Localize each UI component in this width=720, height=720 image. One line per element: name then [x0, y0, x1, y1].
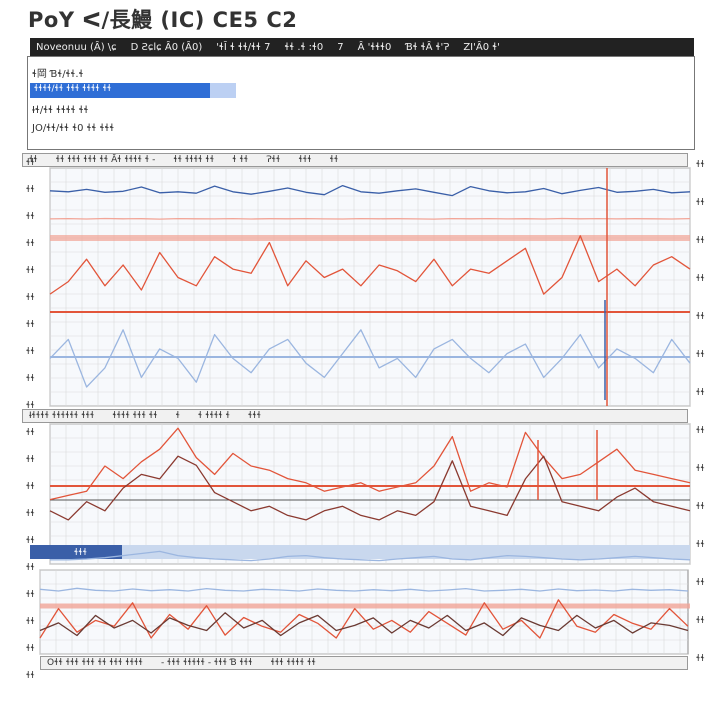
- header-item: ɬɬɬ ɬɬɬɬ ɬɬ: [270, 658, 316, 668]
- series-line: [39, 599, 689, 639]
- toolbar-item[interactable]: 'ɬĪ ɬ ɬɬ/ɬɬ 7: [216, 41, 271, 53]
- left-axis-label: ɬɬ: [26, 293, 35, 303]
- right-axis-label: ɬɬ: [696, 616, 705, 626]
- header-item: - ɬɬɬ ɬɬɬɬɬ - ɬɬɬ Ɓ ɬɬɬ: [160, 658, 253, 668]
- right-axis-label: ɬɬ: [696, 236, 705, 246]
- series-line: [49, 217, 691, 220]
- left-axis-label: ɬɬ: [26, 671, 35, 681]
- info-panel: ɬ岡 Ɓɬ/ɬɬ.ɬ ɬɬɬɬ/ɬɬ ɬɬɬ ɬɬɬɬ ɬɬ Ɨɬ/ɬɬ ɬɬɬ…: [27, 56, 695, 150]
- panel-line: JO/ɬɬ/ɬɬ ɬ0 ɬɬ ɬɬɬ: [32, 123, 115, 134]
- left-axis-label: ɬɬ: [26, 482, 35, 492]
- right-axis-label: ɬɬ: [696, 388, 705, 398]
- left-axis-label: ɬɬ: [26, 455, 35, 465]
- left-axis-label: ɬɬ: [26, 563, 35, 573]
- left-axis-label: ɬɬ: [26, 212, 35, 222]
- right-axis-label: ɬɬ: [696, 464, 705, 474]
- left-axis-label: ɬɬ: [26, 428, 35, 438]
- series-line: [39, 587, 689, 592]
- left-axis-label: ɬɬ: [26, 644, 35, 654]
- left-axis-label: ɬɬ: [26, 374, 35, 384]
- series-line: [49, 184, 691, 197]
- series-line: [49, 329, 691, 388]
- chart-header-3: Oɬɬ ɬɬɬ ɬɬɬ ɬɬ ɬɬɬ ɬɬɬɬ - ɬɬɬ ɬɬɬɬɬ - ɬɬ…: [40, 656, 688, 670]
- left-axis-label: ɬɬ: [26, 509, 35, 519]
- right-axis-label: ɬɬ: [696, 198, 705, 208]
- header-item: Ɨɬɬɬɬ ɬɬɬɬɬɬ ɬɬɬ: [29, 411, 95, 421]
- selected-row-text: ɬɬɬɬ/ɬɬ ɬɬɬ ɬɬɬɬ ɬɬ: [34, 84, 112, 94]
- left-axis-label: ɬɬ: [26, 617, 35, 627]
- header-item: ɬɬ ɬɬɬɬ ɬɬ: [173, 155, 215, 165]
- toolbar-item[interactable]: Noveonuu (Ȃ) \ɕ: [36, 41, 117, 53]
- series-line: [49, 427, 691, 501]
- panel-line: Ɨɬ/ɬɬ ɬɬɬɬ ɬɬ: [32, 105, 89, 116]
- left-axis-label: ɬɬ: [26, 320, 35, 330]
- left-axis-label: ɬɬ: [26, 401, 35, 411]
- series-line: [50, 550, 691, 562]
- header-item: ɬɬ: [329, 155, 339, 165]
- right-axis-label: ɬɬ: [696, 578, 705, 588]
- right-axis-label: ɬɬ: [696, 654, 705, 664]
- selected-row-tail: [210, 83, 236, 98]
- left-axis-label: ɬɬ: [26, 185, 35, 195]
- left-axis-label: ɬɬ: [26, 347, 35, 357]
- bottom-bar-track: [122, 545, 690, 559]
- chart-header-1: ɬɬ ɬɬ ɬɬɬ ɬɬɬ ɬɬ Ȃɬ ɬɬɬɬ ɬ - ɬɬ ɬɬɬɬ ɬɬ …: [22, 153, 688, 167]
- bottom-bar-label: ɬɬɬ: [74, 548, 88, 558]
- right-axis-label: ɬɬ: [696, 350, 705, 360]
- toolbar: Noveonuu (Ȃ) \ɕ D Ƨɕlɕ Ȃ0 (Ȃ0) 'ɬĪ ɬ ɬɬ/…: [30, 38, 694, 56]
- left-axis-label: ɬɬ: [26, 266, 35, 276]
- right-axis-label: ɬɬ: [696, 160, 705, 170]
- header-item: ɬɬ: [29, 155, 38, 165]
- window-title: PoY ᐸ/長鰻 (IC) CE5 C2: [28, 8, 298, 32]
- panel-line: ɬ岡 Ɓɬ/ɬɬ.ɬ: [32, 69, 84, 80]
- toolbar-item[interactable]: ɬɬ .ɬ :ɬ0: [284, 41, 324, 53]
- series-line: [49, 455, 691, 521]
- header-item: ɬ ɬɬɬɬ ɬ: [197, 411, 231, 421]
- header-item: Oɬɬ ɬɬɬ ɬɬɬ ɬɬ ɬɬɬ ɬɬɬɬ: [47, 658, 143, 668]
- header-item: ɬɬɬ: [248, 411, 262, 421]
- header-item: Ɂɬɬ: [266, 155, 281, 165]
- left-axis-label: ɬɬ: [26, 158, 35, 168]
- header-item: ɬ ɬɬ: [232, 155, 249, 165]
- header-item: ɬɬɬ: [298, 155, 312, 165]
- left-axis-label: ɬɬ: [26, 590, 35, 600]
- left-axis-label: ɬɬ: [26, 536, 35, 546]
- toolbar-item[interactable]: Ɓɬ ɬȂ ɬ'Ɂ: [405, 41, 450, 53]
- toolbar-item[interactable]: D Ƨɕlɕ Ȃ0 (Ȃ0): [130, 41, 203, 53]
- toolbar-item[interactable]: 7: [337, 41, 344, 53]
- series-line: [39, 612, 689, 637]
- bottom-bar: [30, 545, 122, 559]
- chart-header-2: Ɨɬɬɬɬ ɬɬɬɬɬɬ ɬɬɬ ɬɬɬɬ ɬɬɬ ɬɬ ɬ ɬ ɬɬɬɬ ɬ …: [22, 409, 688, 423]
- right-axis-label: ɬɬ: [696, 540, 705, 550]
- right-axis-label: ɬɬ: [696, 312, 705, 322]
- header-item: ɬ: [175, 411, 180, 421]
- header-item: ɬɬ ɬɬɬ ɬɬɬ ɬɬ Ȃɬ ɬɬɬɬ ɬ -: [55, 155, 156, 165]
- series-line: [49, 235, 691, 295]
- toolbar-item[interactable]: ZI'Ȃ0 ɬ': [463, 41, 500, 53]
- right-axis-label: ɬɬ: [696, 274, 705, 284]
- toolbar-item[interactable]: Ȃ 'ɬɬɬ0: [357, 41, 392, 53]
- selected-row[interactable]: [30, 83, 210, 98]
- header-item: ɬɬɬɬ ɬɬɬ ɬɬ: [112, 411, 158, 421]
- right-axis-label: ɬɬ: [696, 502, 705, 512]
- left-axis-label: ɬɬ: [26, 239, 35, 249]
- right-axis-label: ɬɬ: [696, 426, 705, 436]
